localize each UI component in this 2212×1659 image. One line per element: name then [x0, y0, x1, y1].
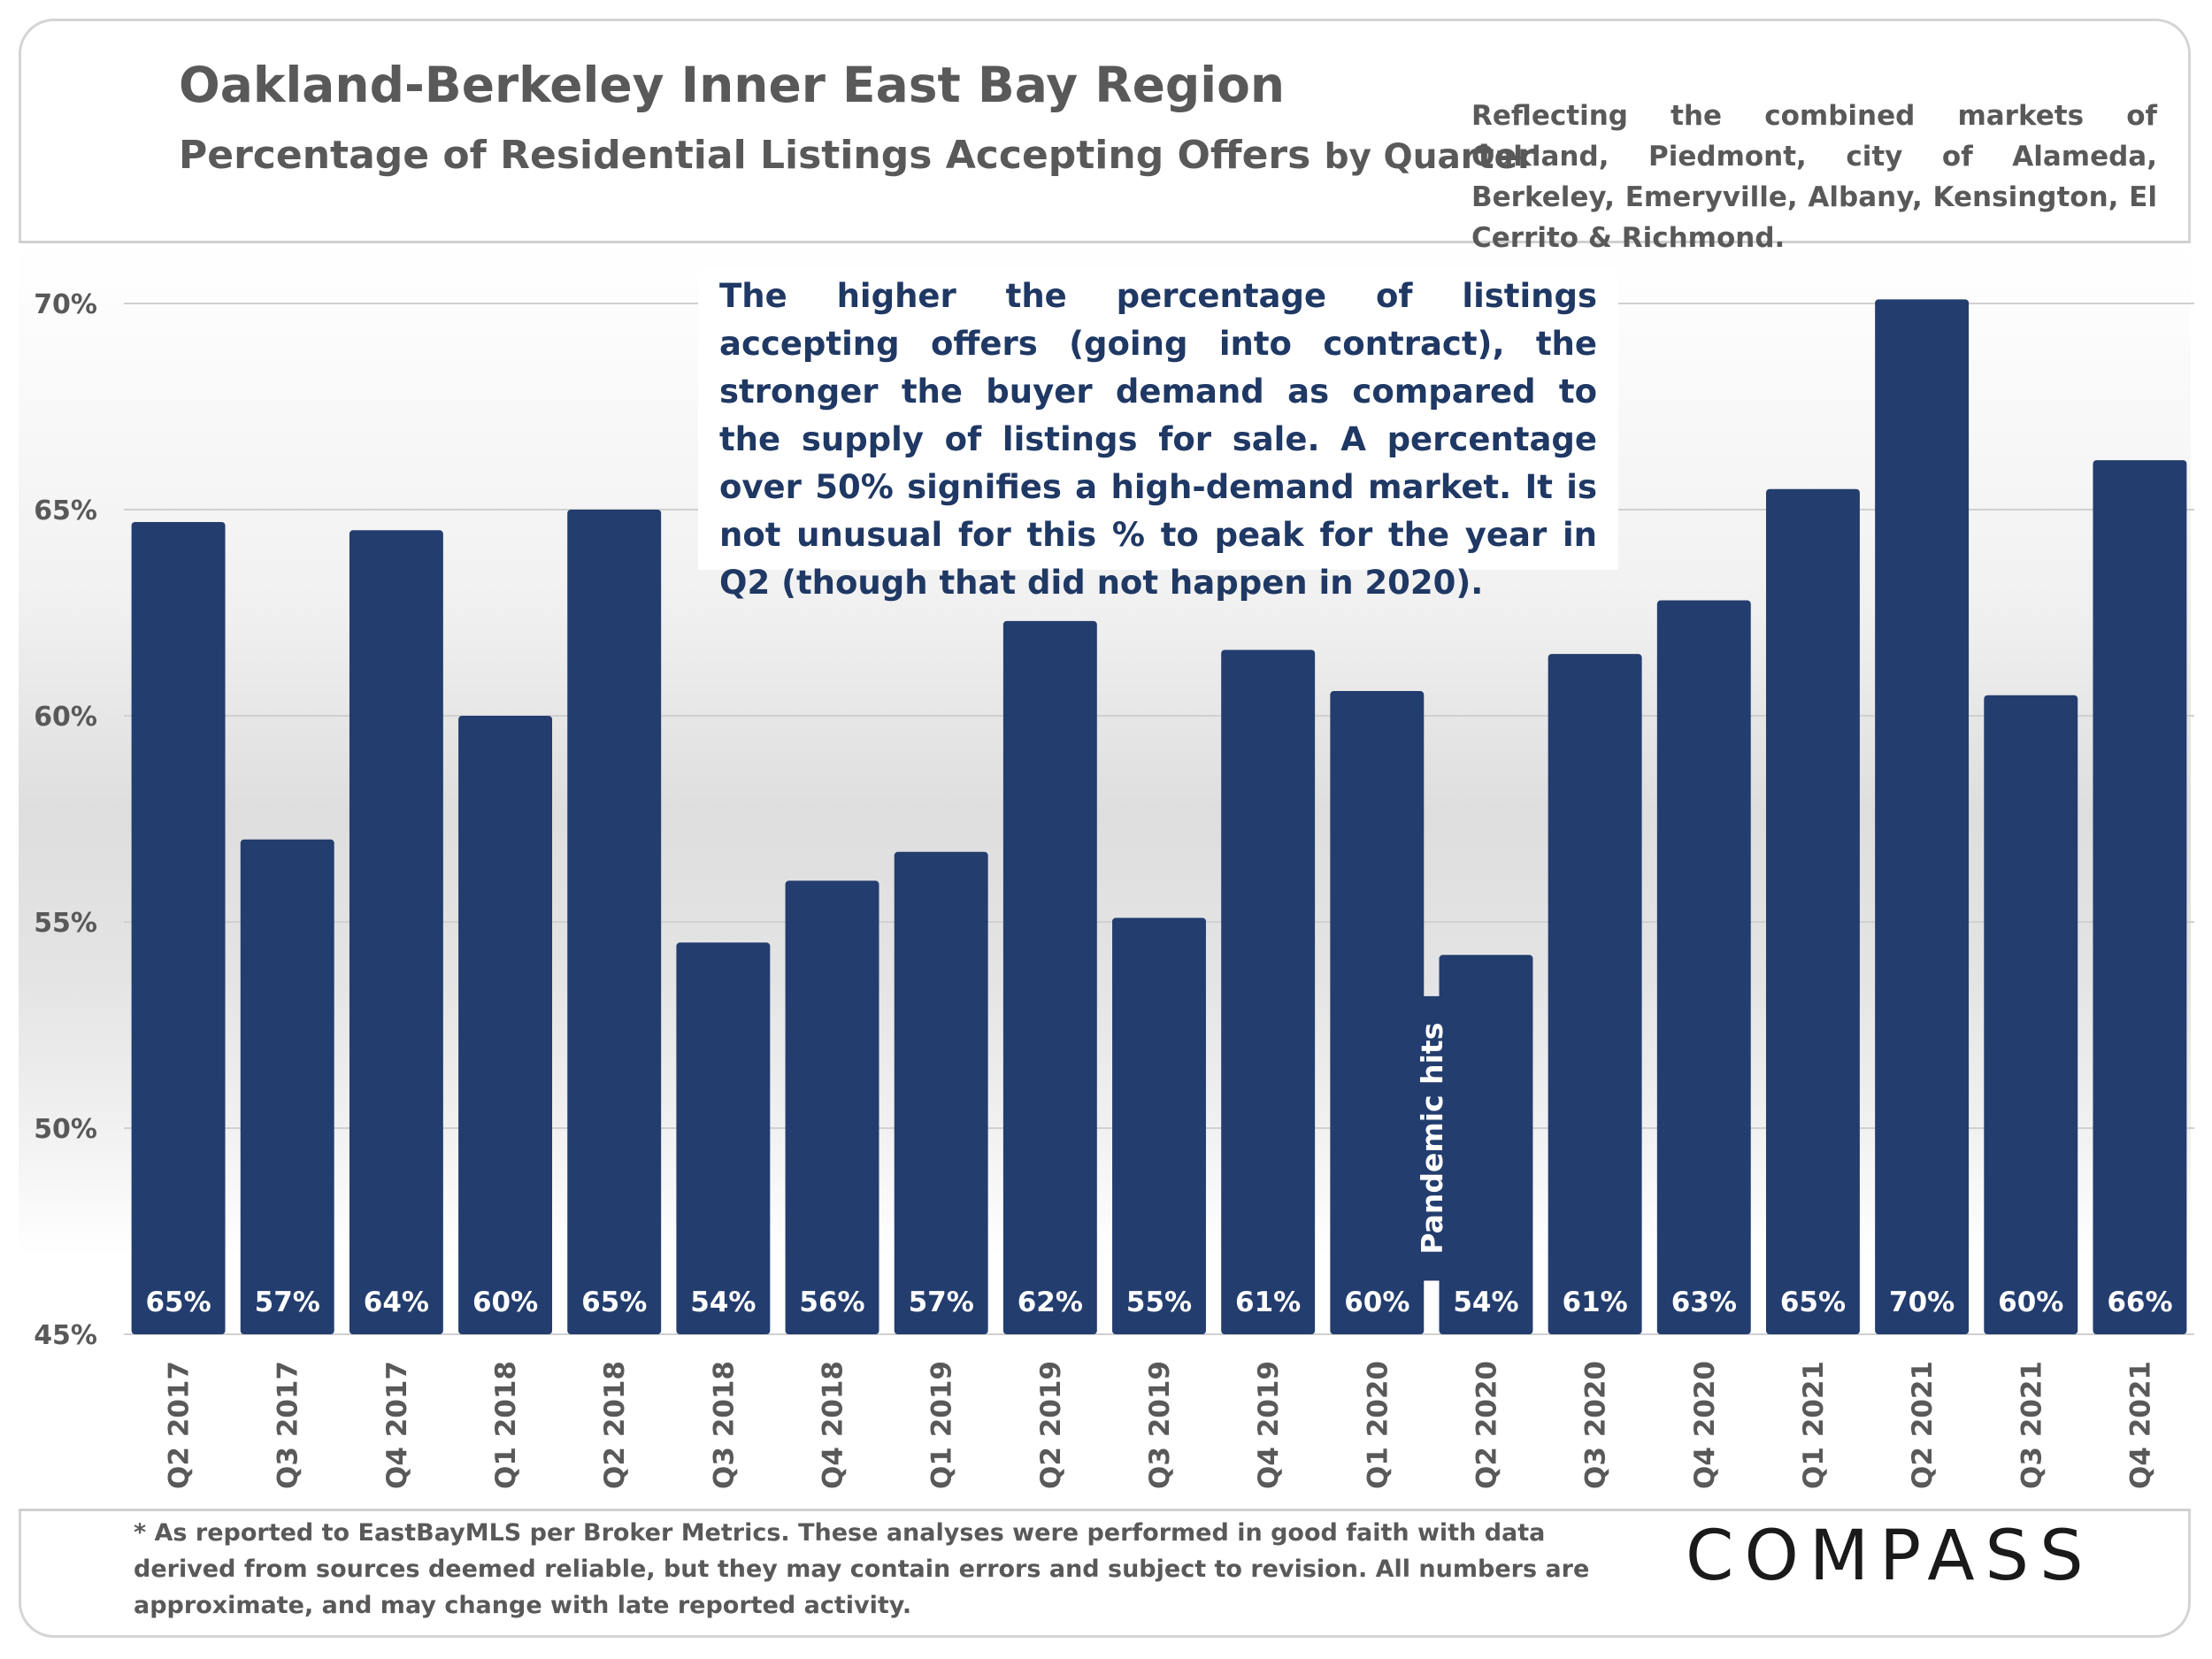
bar [2093, 460, 2187, 1334]
x-category-label: Q1 2021 [1798, 1361, 1830, 1489]
y-tick-label: 50% [34, 1114, 97, 1145]
bar-value-label: 54% [690, 1286, 756, 1318]
bar [676, 942, 771, 1334]
x-category-label: Q2 2018 [599, 1361, 631, 1489]
bar-value-label: 64% [364, 1286, 429, 1318]
bar-value-label: 66% [2107, 1286, 2172, 1318]
bar [1656, 600, 1751, 1334]
bar-value-label: 62% [1018, 1286, 1083, 1318]
bar [1002, 620, 1097, 1334]
x-category-label: Q3 2020 [1580, 1361, 1612, 1489]
market-scope-note: Reflecting the combined markets of Oakla… [1471, 100, 2157, 254]
header-divider [19, 241, 2191, 243]
x-category-label: Q3 2017 [273, 1361, 304, 1489]
bar [785, 880, 879, 1334]
subtitle-main: Percentage of Residential Listings Accep… [179, 133, 1311, 178]
x-category-label: Q4 2020 [1689, 1361, 1721, 1489]
bar [1330, 691, 1425, 1334]
bar-value-label: 57% [255, 1286, 320, 1318]
bar-value-label: 63% [1671, 1286, 1737, 1318]
x-category-label: Q4 2018 [818, 1361, 849, 1489]
bar-value-label: 54% [1453, 1286, 1518, 1318]
bar [349, 530, 443, 1334]
bar-value-label: 65% [145, 1286, 211, 1318]
bar-value-label: 61% [1563, 1286, 1628, 1318]
x-category-label: Q2 2019 [1035, 1361, 1067, 1489]
x-category-label: Q4 2017 [381, 1361, 413, 1489]
x-category-label: Q4 2021 [2124, 1361, 2156, 1489]
bar [240, 839, 334, 1334]
pandemic-marker-bar [1406, 995, 1456, 1281]
bar [1984, 695, 2078, 1334]
bar-value-label: 65% [1780, 1286, 1846, 1318]
chart-title: Oakland-Berkeley Inner East Bay Region [179, 57, 1286, 113]
bar-value-label: 60% [1998, 1286, 2063, 1318]
bar-value-label: 57% [909, 1286, 974, 1318]
y-tick-label: 60% [34, 702, 97, 733]
y-tick-label: 70% [34, 289, 97, 320]
y-tick-label: 55% [34, 908, 97, 939]
x-category-label: Q1 2020 [1362, 1361, 1394, 1489]
y-tick-label: 45% [34, 1320, 97, 1351]
bar [1875, 299, 1970, 1335]
bar-value-label: 56% [799, 1286, 864, 1318]
compass-logo: COMPASS [1686, 1517, 2094, 1596]
bar-value-label: 55% [1126, 1286, 1192, 1318]
x-category-label: Q2 2020 [1471, 1361, 1502, 1489]
x-category-label: Q1 2018 [490, 1361, 522, 1489]
bar [567, 510, 662, 1334]
y-tick-label: 65% [34, 495, 97, 526]
x-category-label: Q2 2021 [1907, 1361, 1939, 1489]
x-category-label: Q1 2019 [926, 1361, 958, 1489]
bar-value-label: 60% [1344, 1286, 1409, 1318]
annotation-box: The higher the percentage of listings ac… [698, 267, 1618, 602]
chart-subtitle: Percentage of Residential Listings Accep… [179, 133, 1534, 178]
x-category-label: Q3 2021 [2016, 1361, 2047, 1489]
bar-value-label: 61% [1235, 1286, 1301, 1318]
bar-value-label: 70% [1889, 1286, 1955, 1318]
bar [1548, 654, 1642, 1334]
bar [131, 521, 226, 1334]
bar [458, 716, 553, 1334]
pandemic-marker-label: Pandemic hits [1415, 1023, 1449, 1255]
x-category-label: Q4 2019 [1253, 1361, 1285, 1489]
subtitle-suffix: by Quarter [1324, 137, 1535, 177]
footnote: * As reported to EastBayMLS per Broker M… [134, 1519, 1590, 1619]
bar [894, 851, 988, 1334]
bar [1221, 649, 1316, 1334]
x-category-label: Q3 2019 [1144, 1361, 1176, 1489]
bar-value-label: 60% [472, 1286, 538, 1318]
bar [1112, 918, 1206, 1334]
bar-value-label: 65% [581, 1286, 647, 1318]
x-category-label: Q3 2018 [708, 1361, 740, 1489]
x-category-label: Q2 2017 [164, 1361, 196, 1489]
bar [1439, 955, 1533, 1334]
bar [1765, 488, 1860, 1334]
footer-divider [19, 1509, 2191, 1511]
